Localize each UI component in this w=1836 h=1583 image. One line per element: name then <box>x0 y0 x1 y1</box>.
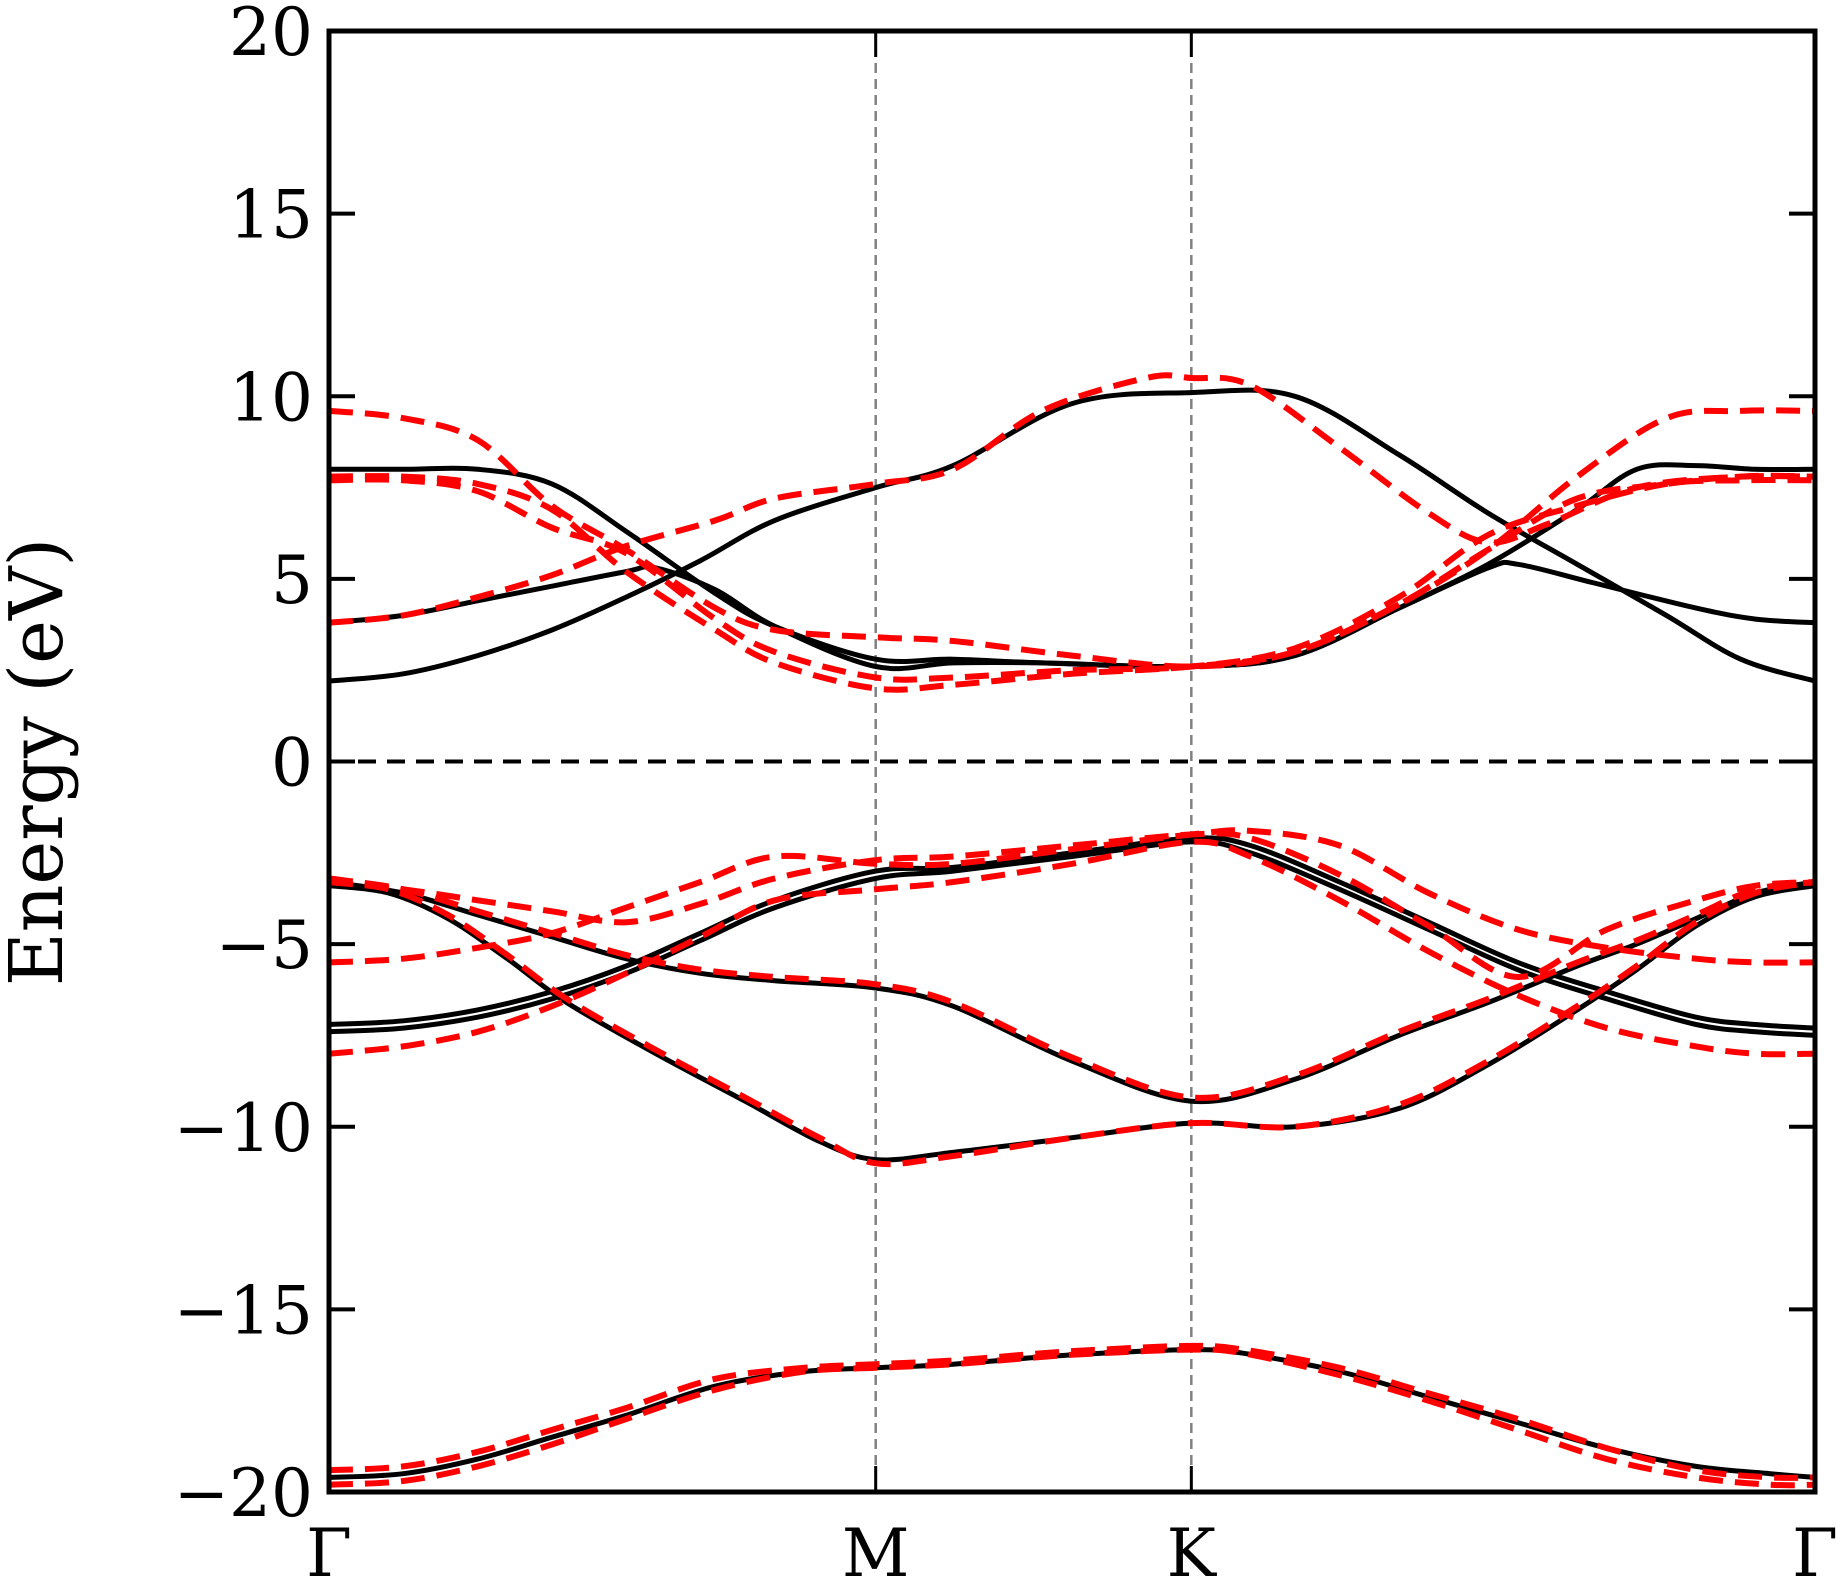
frame-layer <box>326 28 1818 1495</box>
solid-band-line <box>328 1347 1816 1480</box>
y-tick-label: −5 <box>216 907 313 984</box>
x-tick-label: Γ <box>1792 1515 1836 1583</box>
y-tick-label: 20 <box>229 0 313 71</box>
y-tick-label: 15 <box>229 177 313 254</box>
dashed-band-line <box>328 830 1816 981</box>
dashed-band-line <box>328 476 1816 683</box>
dashed-band-line <box>328 372 1816 626</box>
y-tick-label: −15 <box>174 1272 313 1349</box>
y-axis-title: Energy (eV) <box>0 538 80 987</box>
x-tick-label: M <box>842 1515 910 1583</box>
x-tick-label: K <box>1167 1515 1218 1583</box>
dashed-band-line <box>328 879 1816 1168</box>
y-tick-label: 5 <box>271 542 313 619</box>
bands-layer <box>328 372 1816 1489</box>
labels-layer: −20 −15 −10 −5 0 5 10 15 20 Γ M K Γ <box>174 0 1836 1583</box>
dashed-band-line <box>328 1346 1816 1489</box>
dashed-band-line <box>328 473 1816 693</box>
x-tick-label: Γ <box>306 1515 352 1583</box>
dashed-band-line <box>328 875 1816 1101</box>
dashed-band-line <box>328 407 1816 670</box>
solid-band-line <box>328 387 1816 684</box>
solid-band-line <box>329 462 1816 670</box>
dashed-band-line <box>328 838 1816 1058</box>
y-tick-label: 0 <box>271 725 313 802</box>
guides-layer <box>329 31 1815 1492</box>
y-tick-label: 10 <box>229 359 313 436</box>
dashed-band-line <box>328 1342 1816 1481</box>
dashed-band-line <box>328 827 1816 966</box>
y-tick-label: −20 <box>174 1455 313 1532</box>
y-tick-label: −10 <box>174 1090 313 1167</box>
